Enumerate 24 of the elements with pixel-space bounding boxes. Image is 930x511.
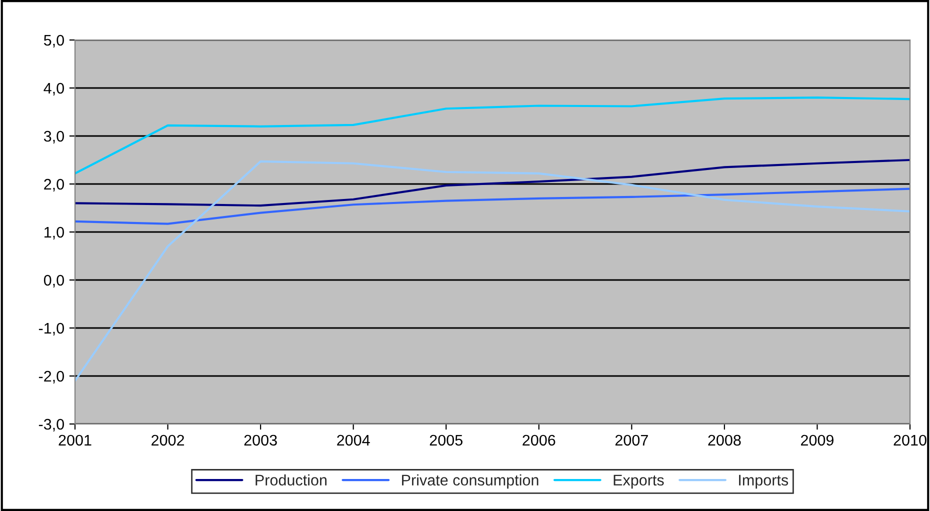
y-tick-label: -2,0 [38, 370, 64, 384]
x-tick-label: 2001 [58, 434, 92, 446]
x-tick-label: 2004 [337, 434, 370, 446]
y-tick-label: 1,0 [44, 226, 64, 240]
y-tick-label: -3,0 [38, 418, 64, 432]
legend-label: Private consumption [402, 474, 538, 489]
y-tick-label: 3,0 [44, 130, 64, 144]
x-tick-label: 2008 [708, 434, 741, 446]
y-tick-label: 2,0 [44, 178, 64, 192]
x-tick-label: 2006 [522, 434, 556, 446]
y-tick-label: 5,0 [44, 34, 64, 48]
x-tick-label: 2009 [801, 434, 834, 446]
line-series [75, 188, 910, 225]
legend-label: Production [256, 474, 326, 486]
legend-label: Imports [739, 474, 788, 489]
x-tick-label: 2002 [152, 434, 184, 446]
x-tick-label: 2003 [244, 434, 277, 446]
y-tick-label: 0,0 [44, 274, 64, 288]
y-tick-label: 4,0 [44, 82, 64, 96]
legend-label: Exports [614, 474, 664, 489]
x-tick-label: 2005 [430, 434, 462, 446]
y-tick-label: -1,0 [38, 322, 64, 336]
x-tick-label: 2007 [615, 434, 648, 446]
x-tick-label: 2010 [894, 434, 926, 446]
